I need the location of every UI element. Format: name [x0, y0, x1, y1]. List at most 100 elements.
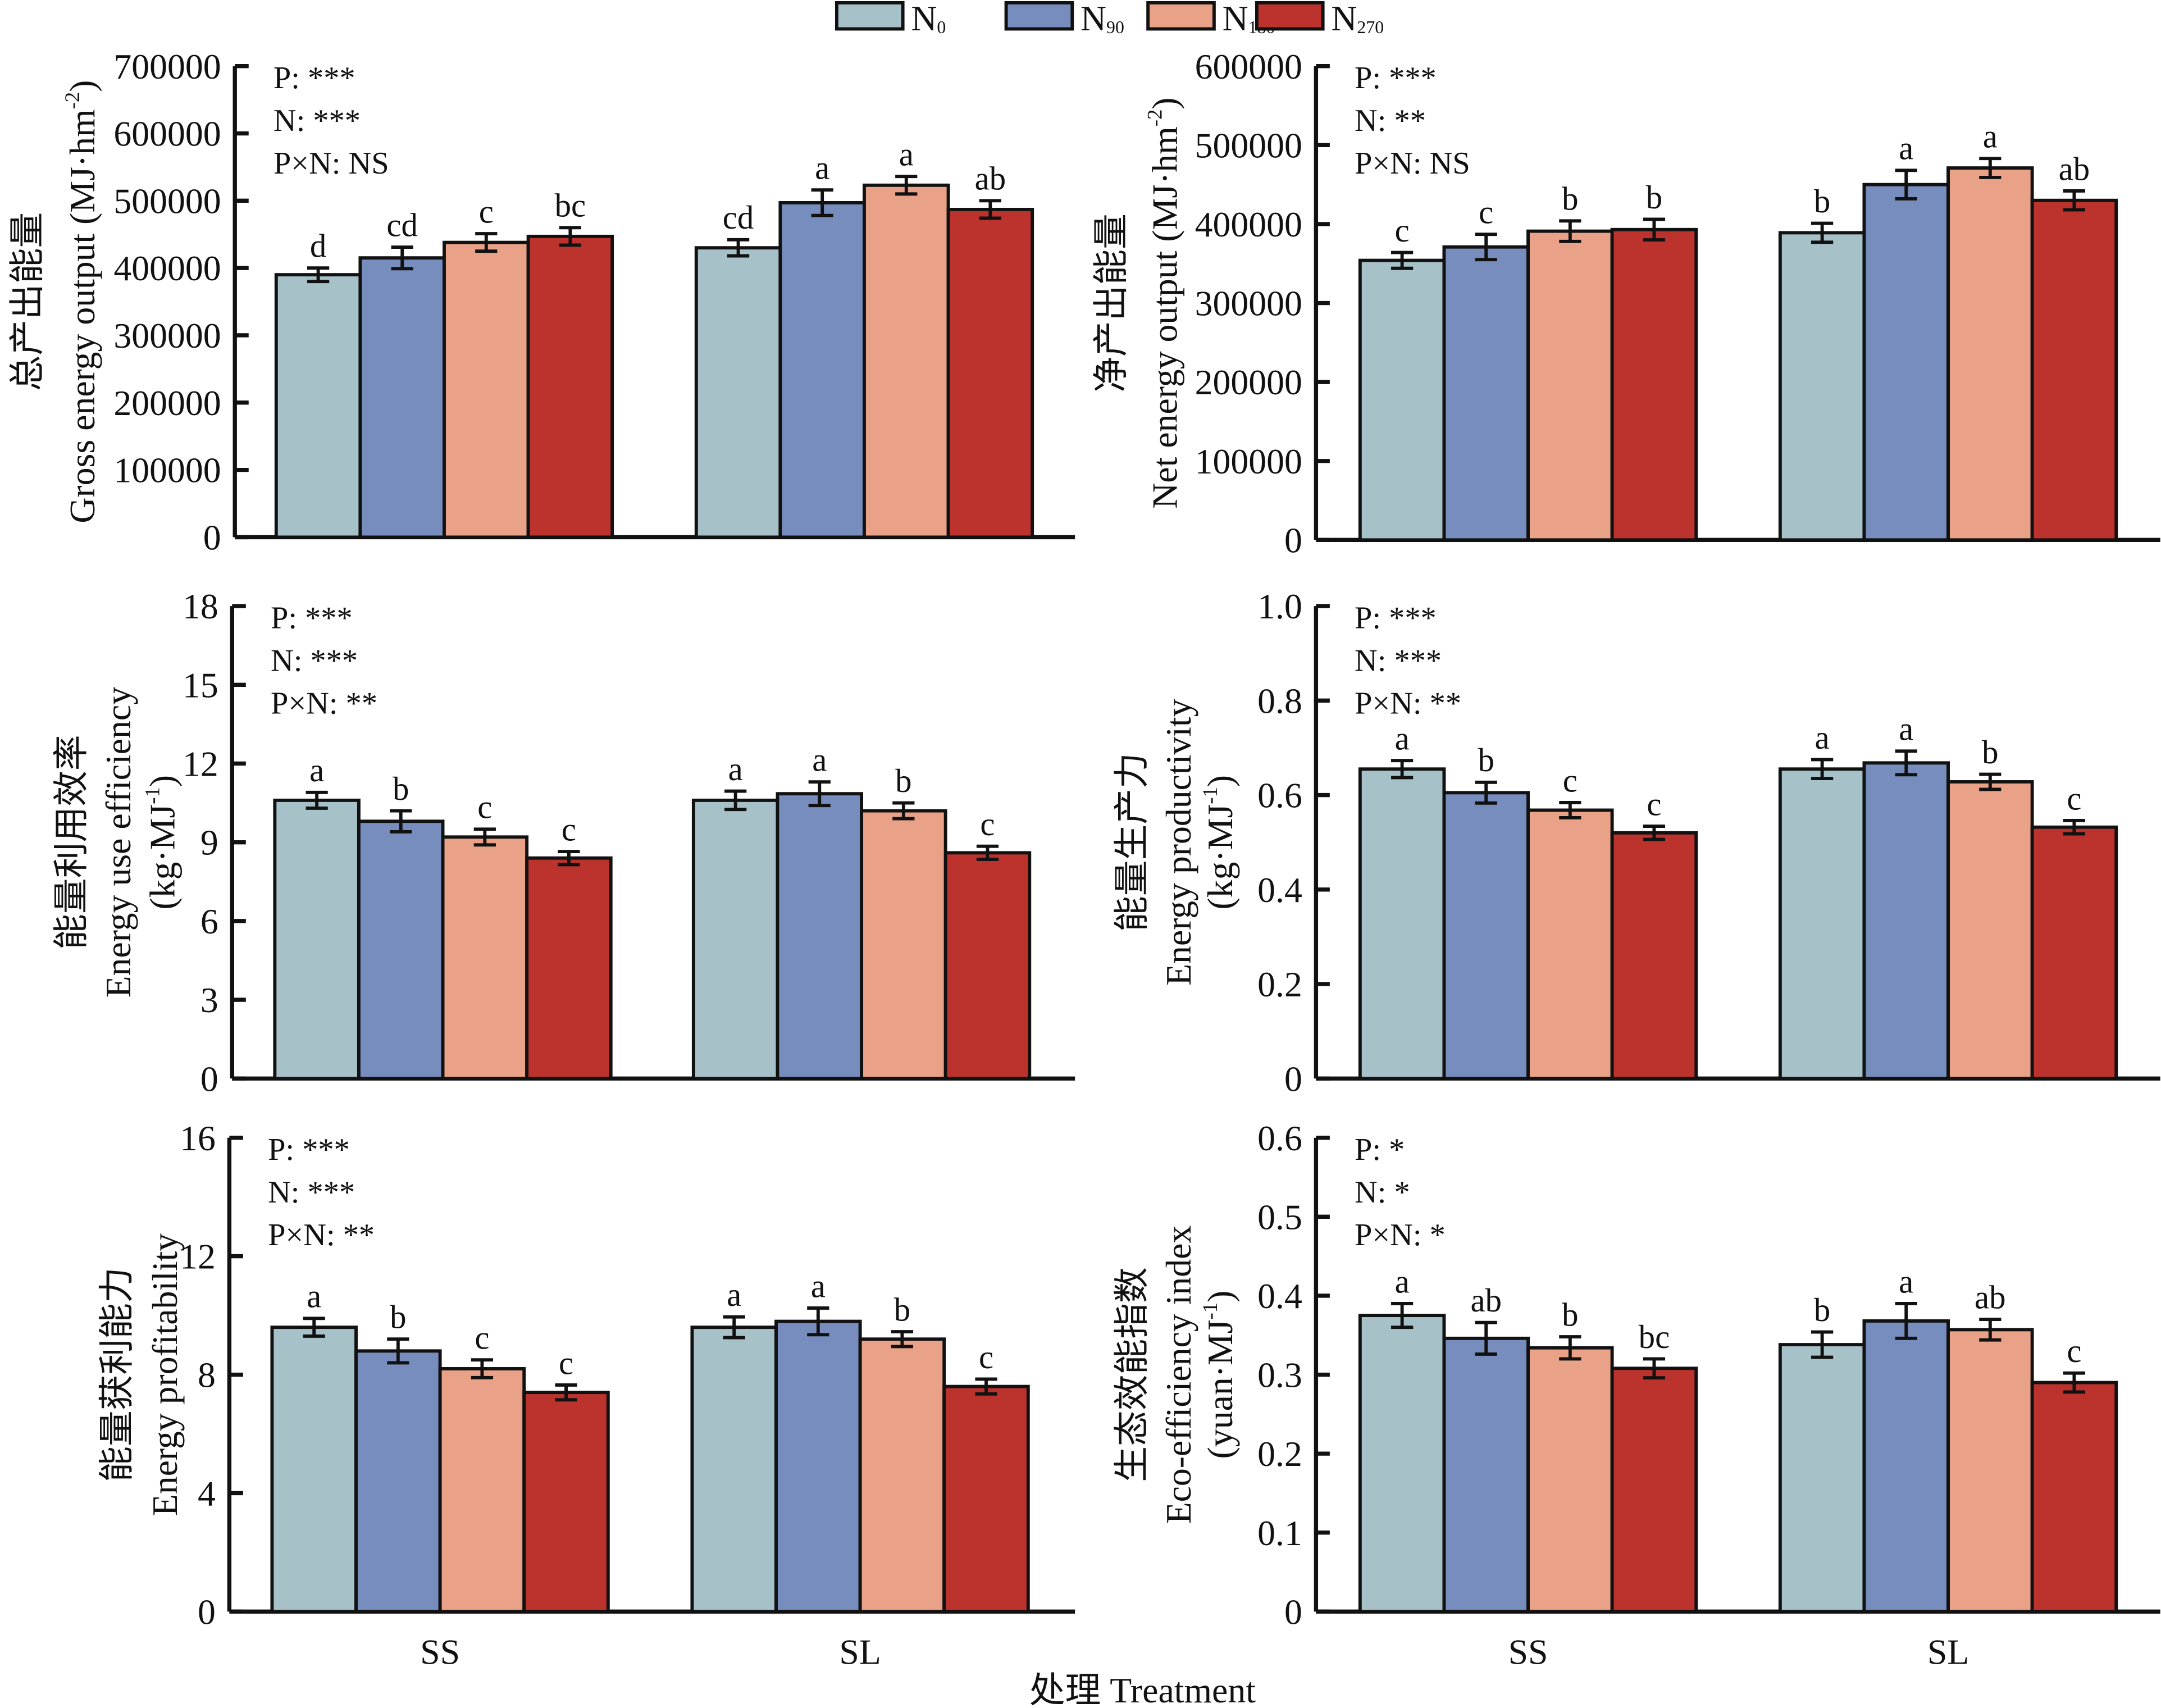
- y-tick-label: 0.3: [1257, 1355, 1302, 1395]
- significance-letter: a: [812, 742, 827, 778]
- bar-SS-N270: [1610, 227, 1698, 542]
- y-tick-label: 3: [200, 980, 218, 1020]
- bar-SL-N270: [943, 851, 1032, 1081]
- y-tick-label: 200000: [1195, 362, 1302, 402]
- legend-item-N90: N90: [1004, 0, 1124, 38]
- chart-panel-5: 0 4 8 12 16 P: *** N: *** P×N: ** a b c c SS a a b c SL 能量…: [97, 1118, 1075, 1672]
- significance-letter: ab: [1975, 1279, 2006, 1315]
- stat-annotation: P: *: [1355, 1132, 1405, 1167]
- y-tick-label: 4: [198, 1473, 216, 1513]
- y-tick-label: 500000: [1195, 125, 1302, 165]
- y-tick-label: 12: [183, 744, 218, 784]
- bar-SL-N180: [1946, 1328, 2034, 1614]
- chart-panel-3: 0 3 6 9 12 15 18 P: *** N: *** P×N: ** a b c c a a b c 能量利…: [51, 586, 1075, 1099]
- stat-annotation: N: ***: [271, 643, 358, 678]
- y-tick-label: 0: [200, 1059, 218, 1099]
- y-tick-label: 0.6: [1257, 1118, 1302, 1158]
- y-tick-label: 300000: [1195, 284, 1302, 324]
- bar-SS-N0: [1358, 258, 1446, 542]
- x-axis-title: 处理 Treatment: [1029, 1670, 1256, 1708]
- bar-SL-N0: [691, 798, 779, 1081]
- x-category-label: SL: [839, 1632, 881, 1672]
- significance-letter: c: [562, 811, 576, 848]
- stat-annotation: P×N: NS: [1355, 146, 1470, 181]
- bar-SS-N0: [270, 1326, 358, 1614]
- stat-annotation: N: *: [1355, 1175, 1410, 1210]
- y-tick-label: 1.0: [1257, 586, 1302, 626]
- significance-letter: c: [980, 806, 995, 842]
- significance-letter: ab: [975, 161, 1006, 197]
- significance-letter: b: [393, 771, 409, 807]
- y-tick-label: 700000: [113, 47, 221, 86]
- y-axis-label-cn: 能量生产力: [1112, 753, 1152, 932]
- bar-SL-N180: [858, 1337, 946, 1614]
- significance-letter: c: [2067, 780, 2081, 817]
- panels: 0100000200000300000400000500000600000700…: [7, 47, 2160, 1672]
- x-category-label: SS: [420, 1632, 460, 1672]
- bar-SS-N180: [443, 240, 530, 539]
- stat-annotation: P×N: **: [271, 686, 377, 721]
- stat-annotation: P: ***: [1355, 61, 1437, 95]
- significance-letter: c: [477, 789, 492, 826]
- y-tick-label: 400000: [113, 248, 221, 288]
- legend-swatch: [1255, 1, 1325, 31]
- bar-SL-N0: [1778, 1343, 1866, 1614]
- significance-letter: cd: [386, 207, 418, 243]
- y-tick-label: 200000: [113, 383, 221, 423]
- y-tick-label: 12: [180, 1237, 216, 1277]
- significance-letter: b: [1562, 1296, 1578, 1333]
- significance-letter: b: [1562, 181, 1578, 217]
- bar-SL-N90: [1862, 183, 1950, 542]
- significance-letter: a: [728, 751, 743, 787]
- significance-letter: b: [1646, 179, 1662, 216]
- bar-SS-N180: [438, 1367, 526, 1614]
- bar-SS-N180: [1526, 229, 1614, 542]
- bar-SL-N180: [1946, 166, 2034, 542]
- significance-letter: a: [1395, 721, 1410, 757]
- bar-SL-N90: [1862, 761, 1950, 1081]
- y-tick-label: 15: [183, 665, 218, 705]
- significance-letter: a: [815, 150, 829, 186]
- bar-SL-N180: [1946, 780, 2034, 1081]
- y-tick-label: 16: [180, 1118, 216, 1158]
- chart-panel-6: 00.10.20.30.40.50.6 P: *N: *P×N: *aab bbcS…: [1112, 1118, 2160, 1672]
- significance-letter: a: [1815, 719, 1830, 756]
- bar-SS-N270: [526, 234, 614, 539]
- bar-SL-N90: [776, 792, 864, 1081]
- significance-letter: c: [1479, 194, 1493, 231]
- chart-panel-2: 0 100000 200000 300000 400000 500000 600000 P: …: [1091, 47, 2160, 560]
- bar-SL-N0: [1778, 231, 1866, 542]
- significance-letter: a: [899, 136, 914, 173]
- bar-SS-N180: [1526, 808, 1614, 1081]
- stat-annotation: P: ***: [1355, 600, 1437, 635]
- significance-letter: c: [1563, 762, 1578, 799]
- significance-letter: c: [979, 1339, 993, 1375]
- significance-letter: b: [390, 1299, 406, 1336]
- significance-letter: a: [1395, 1263, 1410, 1300]
- significance-letter: b: [1982, 734, 1998, 771]
- chart-panel-1: 0 100000 200000 300000 400000 500000 600000 700…: [7, 47, 1075, 558]
- stat-annotation: N: ***: [1355, 643, 1442, 678]
- legend-item-N0: N0: [835, 0, 946, 38]
- y-tick-label: 0.8: [1257, 681, 1302, 721]
- significance-letter: ab: [2059, 151, 2090, 187]
- y-axis-label-cn: 生态效能指数: [1112, 1267, 1152, 1482]
- legend-swatch: [1004, 1, 1074, 31]
- bar-SS-N270: [1610, 1367, 1698, 1614]
- y-axis-label-cn: 能量获利能力: [97, 1267, 136, 1482]
- stat-annotation: N: **: [1355, 103, 1426, 138]
- bar-SL-N270: [946, 207, 1034, 539]
- significance-letter: cd: [723, 199, 754, 236]
- y-tick-label: 0: [1284, 1059, 1302, 1099]
- bar-SS-N90: [1442, 791, 1530, 1081]
- bar-SL-N0: [1778, 767, 1866, 1081]
- bar-SS-N90: [354, 1349, 442, 1614]
- bar-SS-N90: [1442, 245, 1530, 542]
- significance-letter: c: [475, 1320, 489, 1356]
- significance-letter: a: [727, 1277, 741, 1313]
- y-axis-label: (yuan·MJ-1): [1198, 1291, 1240, 1459]
- y-axis-label: Energy productivity: [1159, 699, 1198, 986]
- significance-letter: b: [1478, 742, 1494, 778]
- bar-SS-N270: [1610, 831, 1698, 1081]
